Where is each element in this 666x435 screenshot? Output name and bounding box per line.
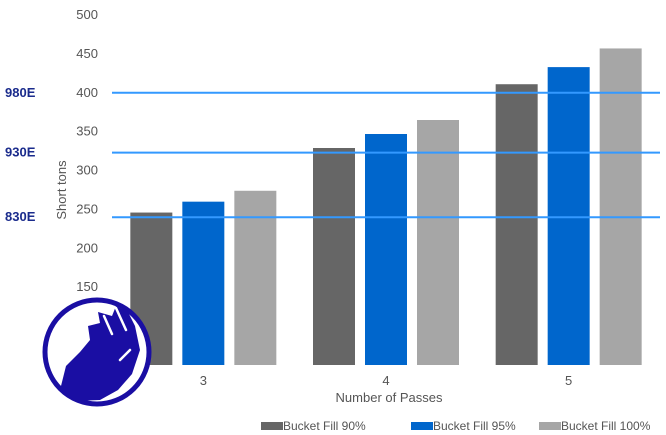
x-tick-label: 5: [565, 373, 572, 388]
bar: [365, 134, 407, 365]
bar: [182, 201, 225, 365]
x-axis-ticks: 3 4 5: [200, 373, 573, 388]
y-axis-title: Short tons: [54, 160, 69, 220]
y-tick-label: 500: [76, 7, 98, 22]
legend-swatch: [539, 422, 561, 430]
y-tick-label: 400: [76, 85, 98, 100]
y-tick-label: 150: [76, 279, 98, 294]
y-tick-label: 450: [76, 46, 98, 61]
x-tick-label: 4: [382, 373, 389, 388]
reference-lines: 980E 930E 830E: [5, 85, 660, 224]
legend-label: Bucket Fill 100%: [561, 419, 651, 433]
x-tick-label: 3: [200, 373, 207, 388]
bar: [495, 84, 538, 365]
y-axis-ticks: 100150200250300350400450500: [76, 7, 98, 333]
reference-line-label: 980E: [5, 85, 36, 100]
legend-label: Bucket Fill 95%: [433, 419, 516, 433]
bar: [234, 190, 277, 365]
bar: [417, 120, 459, 365]
hand-bucket-logo: [42, 297, 152, 407]
bar: [599, 48, 642, 365]
x-axis-title: Number of Passes: [336, 390, 443, 405]
bar: [547, 67, 590, 365]
y-tick-label: 350: [76, 124, 98, 139]
y-tick-label: 300: [76, 163, 98, 178]
bars: [130, 48, 642, 365]
y-tick-label: 200: [76, 240, 98, 255]
legend-label: Bucket Fill 90%: [283, 419, 366, 433]
y-tick-label: 250: [76, 201, 98, 216]
legend-swatch: [261, 422, 283, 430]
legend: Bucket Fill 90% Bucket Fill 95% Bucket Fil…: [261, 419, 651, 433]
bar: [313, 148, 355, 365]
reference-line-label: 930E: [5, 145, 36, 160]
reference-line-label: 830E: [5, 209, 36, 224]
legend-swatch: [411, 422, 433, 430]
